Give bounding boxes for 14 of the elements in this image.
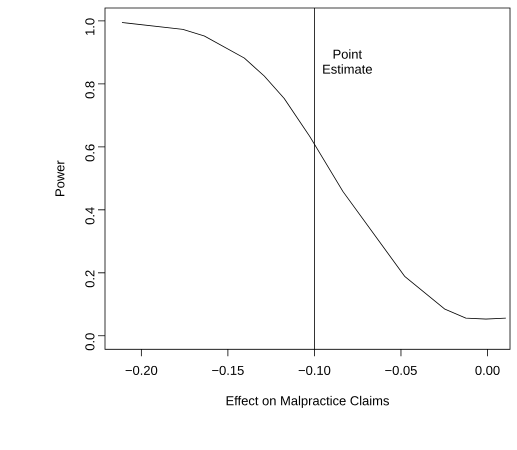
x-tick-label: −0.15 (212, 366, 244, 375)
y-tick-label: 0.0 (85, 333, 94, 350)
y-axis-title: Power (55, 160, 64, 196)
y-tick-label: 1.0 (85, 18, 94, 35)
x-tick-label: −0.20 (126, 366, 158, 375)
x-tick-label: −0.05 (385, 366, 417, 375)
y-tick-label: 0.2 (85, 270, 94, 288)
y-tick-label: 0.4 (85, 207, 94, 224)
x-tick-label: −0.10 (298, 366, 330, 375)
y-tick-label: 0.6 (85, 144, 94, 162)
ref-line-label: Point Estimate (323, 49, 372, 74)
y-tick-label: 0.8 (85, 81, 94, 98)
x-tick-label: 0.00 (475, 366, 500, 375)
x-axis-title: Effect on Malpractice Claims (226, 396, 389, 408)
